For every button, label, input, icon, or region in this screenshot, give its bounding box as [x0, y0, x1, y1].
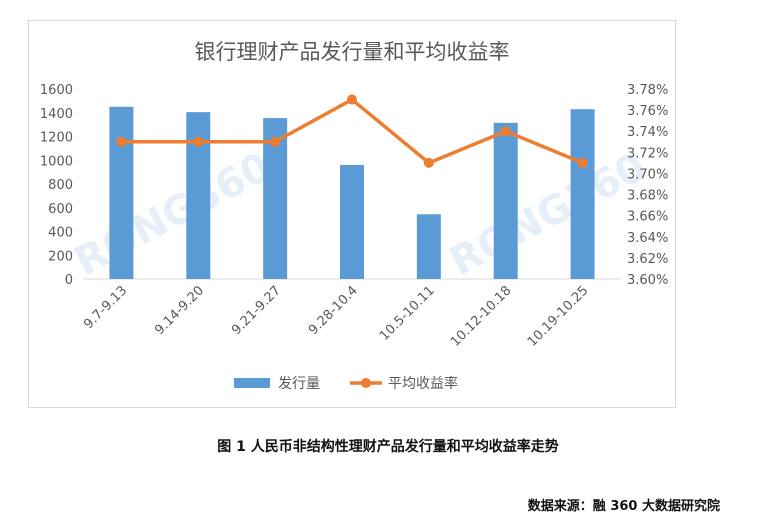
x-category-label: 9.28-10.4 [306, 283, 361, 338]
data-source-note: 数据来源：融 360 大数据研究院 [527, 499, 720, 514]
yield-point-6 [500, 126, 511, 137]
yield-point-3 [270, 136, 281, 147]
yield-point-5 [423, 157, 434, 168]
yield-point-7 [577, 157, 588, 168]
legend-label-line: 平均收益率 [388, 375, 458, 392]
bar-1 [109, 106, 134, 279]
x-category-label: 9.21-9.27 [229, 283, 284, 338]
yield-point-2 [193, 136, 204, 147]
y-right-tick-label: 3.68% [627, 189, 668, 204]
y-left-tick-label: 1200 [40, 131, 73, 146]
y-left-tick-label: 200 [48, 249, 73, 264]
y-right-tick-label: 3.60% [627, 273, 668, 288]
watermark-left: RONG360 [67, 144, 278, 285]
y-left-tick-label: 800 [48, 178, 73, 193]
y-left-tick-label: 1600 [40, 83, 73, 98]
x-category-label: 9.14-9.20 [152, 283, 207, 338]
y-right-tick-label: 3.62% [627, 252, 668, 267]
chart-frame: RONG360 RONG360 银行理财产品发行量和平均收益率 0 200 400 600 8… [28, 20, 676, 408]
y-right-tick-label: 3.66% [627, 210, 668, 225]
y-right-tick-label: 3.76% [627, 104, 668, 119]
chart-svg: RONG360 RONG360 银行理财产品发行量和平均收益率 0 200 400 600 8… [40, 40, 668, 392]
x-category-label: 9.7-9.13 [81, 283, 130, 332]
bar-7 [570, 109, 595, 279]
y-right-tick-label: 3.78% [627, 83, 668, 98]
y-right-tick-label: 3.74% [627, 125, 668, 140]
bar-4 [340, 165, 364, 279]
x-category-label: 10.19-10.25 [525, 283, 592, 350]
bar-6 [493, 122, 518, 279]
y-right-tick-label: 3.64% [627, 231, 668, 246]
bar-5 [416, 214, 441, 279]
y-left-tick-label: 0 [65, 273, 73, 288]
yield-point-4 [347, 94, 357, 105]
x-category-label: 10.5-10.11 [377, 283, 438, 344]
legend-marker-line [361, 378, 371, 388]
y-right-tick-label: 3.72% [627, 146, 668, 161]
figure-caption: 图 1 人民币非结构性理财产品发行量和平均收益率走势 [217, 439, 559, 455]
yield-point-1 [116, 136, 127, 147]
y-left-tick-label: 600 [48, 202, 73, 217]
y-left-tick-label: 1400 [40, 107, 73, 122]
legend-label-bars: 发行量 [278, 376, 320, 392]
x-category-label: 10.12-10.18 [448, 283, 515, 350]
watermark-right: RONG360 [442, 144, 653, 285]
y-left-tick-label: 1000 [40, 154, 73, 169]
y-left-tick-label: 400 [48, 226, 73, 241]
y-right-tick-label: 3.70% [627, 167, 668, 182]
chart-title: 银行理财产品发行量和平均收益率 [195, 40, 510, 64]
legend-swatch-bars [234, 378, 270, 388]
